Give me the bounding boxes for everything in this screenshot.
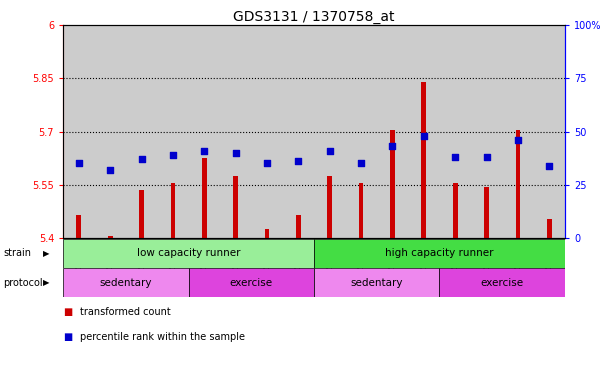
- Text: exercise: exercise: [230, 278, 273, 288]
- Bar: [94, 25, 126, 238]
- Bar: [359, 183, 364, 238]
- Bar: [220, 25, 251, 238]
- Bar: [314, 268, 439, 297]
- Text: protocol: protocol: [3, 278, 43, 288]
- Bar: [251, 25, 282, 238]
- Point: [513, 137, 523, 143]
- Bar: [502, 25, 534, 238]
- Bar: [189, 268, 314, 297]
- Text: ■: ■: [63, 332, 72, 342]
- Bar: [346, 25, 377, 238]
- Bar: [171, 183, 175, 238]
- Point: [419, 133, 429, 139]
- Point: [136, 156, 146, 162]
- Bar: [453, 183, 457, 238]
- Bar: [314, 239, 565, 268]
- Bar: [264, 229, 269, 238]
- Bar: [157, 25, 189, 238]
- Text: exercise: exercise: [481, 278, 524, 288]
- Bar: [439, 25, 471, 238]
- Bar: [63, 268, 189, 297]
- Point: [545, 162, 554, 169]
- Text: strain: strain: [3, 248, 31, 258]
- Point: [356, 161, 366, 167]
- Bar: [328, 176, 332, 238]
- Text: ▶: ▶: [43, 278, 50, 287]
- Point: [168, 152, 178, 158]
- Bar: [390, 130, 395, 238]
- Bar: [377, 25, 408, 238]
- Bar: [439, 268, 565, 297]
- Point: [105, 167, 115, 173]
- Point: [200, 147, 209, 154]
- Bar: [421, 82, 426, 238]
- Bar: [547, 218, 552, 238]
- Point: [388, 143, 397, 149]
- Bar: [516, 130, 520, 238]
- Bar: [534, 25, 565, 238]
- Text: ▶: ▶: [43, 249, 50, 258]
- Point: [231, 150, 240, 156]
- Bar: [233, 176, 238, 238]
- Text: transformed count: transformed count: [80, 307, 171, 317]
- Bar: [126, 25, 157, 238]
- Text: low capacity runner: low capacity runner: [137, 248, 240, 258]
- Bar: [63, 239, 314, 268]
- Bar: [202, 158, 207, 238]
- Bar: [282, 25, 314, 238]
- Point: [293, 158, 303, 164]
- Bar: [189, 25, 220, 238]
- Text: ■: ■: [63, 307, 72, 317]
- Bar: [139, 190, 144, 238]
- Text: GDS3131 / 1370758_at: GDS3131 / 1370758_at: [233, 10, 395, 23]
- Point: [74, 161, 84, 167]
- Text: percentile rank within the sample: percentile rank within the sample: [80, 332, 245, 342]
- Bar: [484, 187, 489, 238]
- Bar: [314, 25, 346, 238]
- Bar: [471, 25, 502, 238]
- Text: sedentary: sedentary: [100, 278, 152, 288]
- Point: [482, 154, 492, 160]
- Bar: [296, 215, 300, 238]
- Point: [262, 161, 272, 167]
- Point: [325, 147, 335, 154]
- Point: [450, 154, 460, 160]
- Text: high capacity runner: high capacity runner: [385, 248, 494, 258]
- Text: sedentary: sedentary: [350, 278, 403, 288]
- Bar: [108, 236, 112, 238]
- Bar: [63, 25, 94, 238]
- Bar: [76, 215, 81, 238]
- Bar: [408, 25, 439, 238]
